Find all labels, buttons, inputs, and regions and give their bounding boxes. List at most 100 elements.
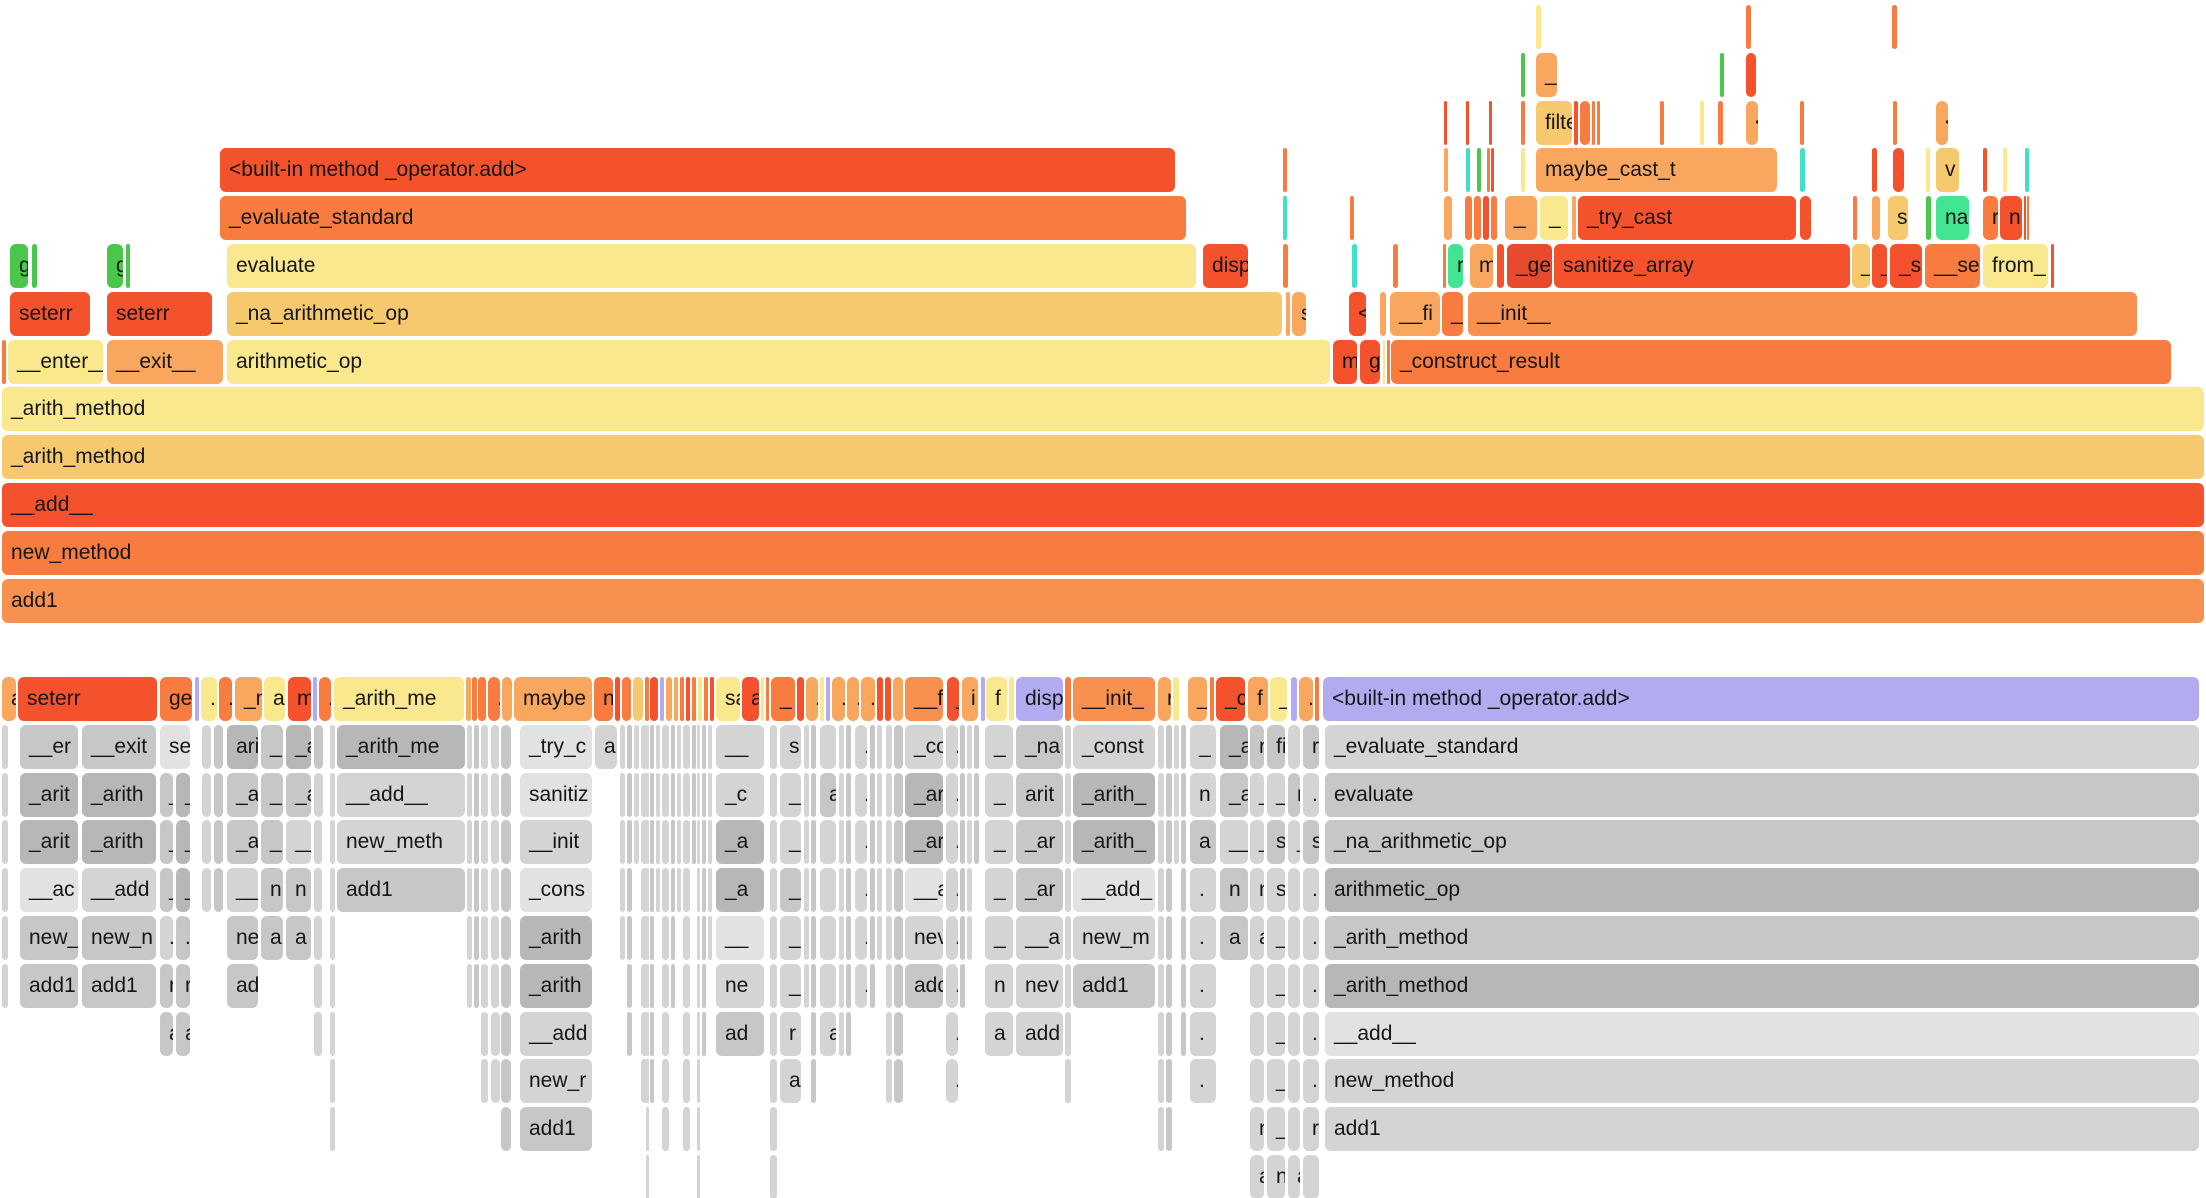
flame-frame[interactable]: _: [1852, 244, 1870, 288]
caller-frame[interactable]: [804, 724, 809, 769]
caller-frame[interactable]: _: [261, 724, 283, 769]
caller-frame[interactable]: s: [1267, 820, 1285, 865]
caller-frame[interactable]: [683, 868, 690, 913]
caller-frame[interactable]: [671, 724, 675, 769]
caller-frame[interactable]: [330, 916, 335, 960]
caller-frame[interactable]: a: [1250, 1155, 1264, 1198]
caller-frame[interactable]: _: [780, 868, 801, 913]
caller-frame[interactable]: a: [160, 1011, 173, 1056]
caller-frame[interactable]: a: [595, 724, 617, 769]
caller-frame[interactable]: a: [286, 916, 311, 960]
caller-frame[interactable]: _: [1288, 820, 1300, 865]
flame-frame[interactable]: [1474, 196, 1481, 241]
caller-frame[interactable]: [708, 916, 712, 960]
caller-frame[interactable]: n: [286, 868, 311, 913]
flame-frame[interactable]: [1283, 148, 1287, 193]
caller-frame[interactable]: [2, 724, 8, 769]
caller-frame[interactable]: [2, 868, 8, 913]
caller-frame[interactable]: m: [1288, 772, 1300, 817]
flame-frame[interactable]: [1444, 148, 1448, 193]
caller-frame[interactable]: [1166, 963, 1172, 1008]
leaf-frame[interactable]: [1210, 677, 1214, 721]
flame-frame[interactable]: r: [1448, 244, 1463, 288]
flame-frame[interactable]: [1592, 100, 1595, 145]
caller-frame[interactable]: n: [1250, 1107, 1264, 1152]
caller-frame[interactable]: [214, 772, 223, 817]
flame-frame[interactable]: [1443, 244, 1446, 288]
caller-frame[interactable]: [697, 820, 700, 865]
flame-frame[interactable]: [1283, 244, 1288, 288]
caller-frame[interactable]: [839, 1011, 844, 1056]
caller-frame[interactable]: _: [1250, 772, 1264, 817]
caller-frame[interactable]: sanitiz: [520, 772, 592, 817]
flame-frame[interactable]: [126, 244, 130, 288]
leaf-frame[interactable]: _arith_me: [334, 677, 464, 721]
caller-frame[interactable]: [1181, 1011, 1186, 1056]
caller-frame[interactable]: __: [227, 868, 258, 913]
flame-frame[interactable]: r: [1983, 196, 1998, 241]
flame-frame[interactable]: [1521, 148, 1525, 193]
leaf-frame[interactable]: [674, 677, 678, 721]
caller-frame[interactable]: _arith_me: [337, 724, 465, 769]
caller-frame[interactable]: [646, 868, 649, 913]
caller-frame[interactable]: [2, 772, 8, 817]
flame-frame[interactable]: [1489, 100, 1492, 145]
flame-frame[interactable]: [1893, 100, 1897, 145]
flame-frame[interactable]: seterr: [10, 291, 90, 336]
caller-frame[interactable]: [641, 868, 648, 913]
caller-frame[interactable]: __init: [520, 820, 592, 865]
caller-frame[interactable]: [877, 916, 882, 960]
caller-frame[interactable]: [974, 772, 979, 817]
caller-frame[interactable]: [839, 724, 844, 769]
caller-frame[interactable]: [1065, 1011, 1071, 1056]
caller-frame[interactable]: .: [855, 772, 867, 817]
leaf-frame[interactable]: [981, 677, 985, 721]
caller-frame[interactable]: [501, 1107, 511, 1152]
selected-frame[interactable]: <built-in method _operator.add>: [1323, 677, 2199, 721]
caller-frame[interactable]: [627, 1011, 632, 1056]
caller-frame[interactable]: r: [314, 724, 323, 769]
caller-frame[interactable]: [886, 868, 892, 913]
flame-frame[interactable]: [1380, 291, 1386, 336]
caller-frame[interactable]: [894, 772, 903, 817]
caller-frame[interactable]: .: [501, 724, 511, 769]
caller-frame[interactable]: _a: [227, 772, 258, 817]
flame-frame[interactable]: add1: [2, 578, 2204, 623]
caller-frame[interactable]: [646, 1155, 649, 1198]
caller-frame[interactable]: [314, 1011, 322, 1056]
flame-frame[interactable]: <: [1936, 100, 1948, 145]
flame-frame[interactable]: <: [1349, 291, 1366, 336]
flame-frame[interactable]: [2024, 196, 2026, 241]
flame-frame[interactable]: [1700, 100, 1704, 145]
caller-frame[interactable]: _arit: [20, 772, 78, 817]
flame-frame[interactable]: [1660, 100, 1664, 145]
caller-frame[interactable]: [474, 916, 479, 960]
caller-frame[interactable]: [330, 1107, 335, 1152]
caller-frame[interactable]: add1: [520, 1107, 592, 1152]
caller-frame[interactable]: __: [286, 820, 311, 865]
caller-frame[interactable]: [1303, 1155, 1319, 1198]
leaf-frame[interactable]: _: [1188, 677, 1207, 721]
caller-frame[interactable]: [1174, 772, 1179, 817]
flame-frame[interactable]: [1465, 196, 1472, 241]
caller-frame[interactable]: __a: [905, 868, 943, 913]
caller-frame[interactable]: [467, 963, 472, 1008]
flame-frame[interactable]: [1477, 148, 1481, 193]
flame-frame[interactable]: [1800, 148, 1805, 193]
caller-frame[interactable]: [634, 820, 639, 865]
caller-frame[interactable]: [877, 724, 882, 769]
caller-frame[interactable]: [474, 868, 479, 913]
leaf-frame[interactable]: [680, 677, 684, 721]
caller-frame[interactable]: r: [491, 1011, 500, 1056]
flame-frame[interactable]: [1491, 148, 1494, 193]
caller-frame[interactable]: [1158, 724, 1164, 769]
flame-frame[interactable]: [1872, 196, 1880, 241]
caller-frame[interactable]: [1166, 868, 1172, 913]
flame-frame[interactable]: g: [1360, 339, 1380, 384]
caller-frame[interactable]: .: [946, 1011, 958, 1056]
caller-frame[interactable]: [697, 772, 700, 817]
caller-frame[interactable]: [314, 820, 322, 865]
leaf-frame[interactable]: _c: [1216, 677, 1245, 721]
caller-frame[interactable]: [683, 1059, 690, 1104]
leaf-frame[interactable]: .: [488, 677, 500, 721]
